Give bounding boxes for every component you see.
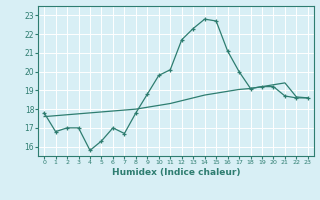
- X-axis label: Humidex (Indice chaleur): Humidex (Indice chaleur): [112, 168, 240, 177]
